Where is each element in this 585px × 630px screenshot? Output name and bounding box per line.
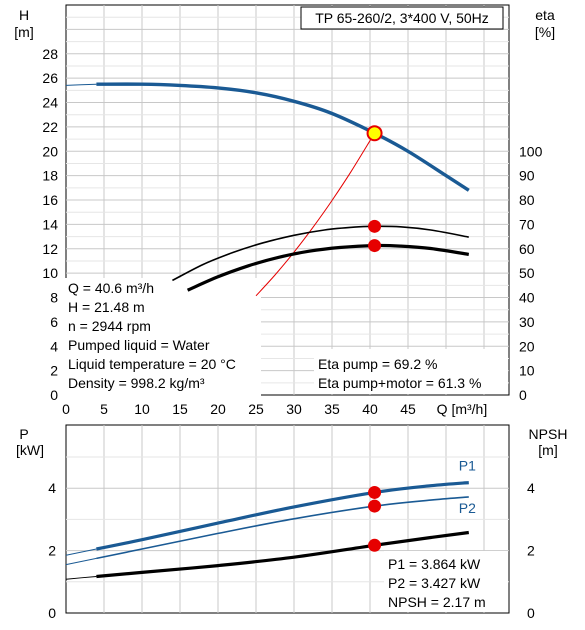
- bottom-y-tick-label: 4: [48, 480, 56, 496]
- head-curve: [96, 82, 470, 192]
- top-x-tick-label: 0: [62, 401, 70, 417]
- top-y-tick-label: 0: [50, 387, 58, 403]
- top-y-tick-label: 18: [42, 168, 58, 184]
- info-text-line: Pumped liquid = Water: [68, 337, 210, 353]
- top-y-tick-label: 12: [42, 241, 58, 257]
- eta-pump-curve: [172, 225, 469, 282]
- title-box: [300, 6, 504, 30]
- p2-curve: [96, 496, 469, 560]
- power-info-line: NPSH = 2.17 m: [388, 594, 486, 610]
- top-y-tick-label: 16: [42, 192, 58, 208]
- top-y-axis-label-symbol: H: [19, 7, 29, 23]
- top-y-tick-label: 2: [50, 363, 58, 379]
- top-y2-tick-label: 60: [519, 241, 535, 257]
- p1-series-label: P1: [459, 458, 476, 474]
- top-x-tick-label: 15: [172, 401, 188, 417]
- p2-curve-extension: [65, 557, 97, 566]
- info-text-line: Density = 998.2 kg/m³: [68, 375, 205, 391]
- top-y2-axis-label-symbol: eta: [535, 7, 555, 23]
- operating-point-eta-pump-motor: [368, 239, 382, 253]
- npsh-curve: [96, 530, 470, 579]
- top-y2-tick-label: 50: [519, 265, 535, 281]
- bottom-y-tick-label: 2: [48, 543, 56, 559]
- top-y-tick-label: 4: [50, 338, 58, 354]
- system-curve: [255, 132, 376, 297]
- top-y-tick-label: 8: [50, 290, 58, 306]
- p1-curve: [96, 481, 469, 551]
- top-y2-tick-label: 100: [519, 143, 543, 159]
- top-y2-tick-label: 40: [519, 290, 535, 306]
- eta-pump-motor-curve: [186, 243, 470, 292]
- power-info-line: P2 = 3.427 kW: [388, 575, 481, 591]
- bottom-y2-axis-label-unit: [m]: [538, 442, 557, 458]
- top-x-tick-label: 5: [100, 401, 108, 417]
- top-y-axis-label-unit: [m]: [14, 24, 33, 40]
- info-box-background: [61, 278, 261, 396]
- top-y2-tick-label: 80: [519, 192, 535, 208]
- top-y2-tick-label: 0: [519, 387, 527, 403]
- top-y2-tick-label: 20: [519, 338, 535, 354]
- p1-curve-extension: [65, 548, 97, 556]
- eta-info-line: Eta pump = 69.2 %: [318, 356, 437, 372]
- p2-series-label: P2: [459, 500, 476, 516]
- info-text-line: Q = 40.6 m³/h: [68, 280, 154, 296]
- top-y-tick-label: 10: [42, 265, 58, 281]
- eta-info-line: Eta pump+motor = 61.3 %: [318, 375, 481, 391]
- operating-point-P1: [368, 485, 382, 499]
- top-x-tick-label: 10: [134, 401, 150, 417]
- bottom-y2-tick-label: 4: [527, 480, 535, 496]
- top-x-tick-label: 20: [210, 401, 226, 417]
- top-x-axis-label: Q [m³/h]: [437, 401, 488, 417]
- top-y2-tick-label: 30: [519, 314, 535, 330]
- chart-title: TP 65-260/2, 3*400 V, 50Hz: [315, 10, 489, 26]
- top-x-tick-label: 40: [362, 401, 378, 417]
- top-x-tick-label: 25: [248, 401, 264, 417]
- top-y-tick-label: 26: [42, 70, 58, 86]
- top-y-tick-label: 14: [42, 216, 58, 232]
- top-y2-tick-label: 10: [519, 363, 535, 379]
- top-y-tick-label: 20: [42, 143, 58, 159]
- info-text-line: H = 21.48 m: [68, 299, 145, 315]
- head-curve-extension: [65, 83, 97, 86]
- bottom-y2-tick-label: 2: [527, 543, 535, 559]
- bottom-y-tick-label: 0: [48, 605, 56, 621]
- top-y-tick-label: 6: [50, 314, 58, 330]
- top-y-tick-label: 22: [42, 119, 58, 135]
- eta-info-background: [314, 349, 508, 394]
- operating-point-NPSH: [368, 538, 382, 552]
- bottom-y-axis-label-symbol: P: [19, 426, 28, 442]
- bottom-y2-axis-label-symbol: NPSH: [529, 426, 568, 442]
- info-text-line: Liquid temperature = 20 °C: [68, 356, 236, 372]
- bottom-y-axis-label-unit: [kW]: [16, 442, 44, 458]
- top-x-tick-label: 30: [286, 401, 302, 417]
- top-y2-axis-label-unit: [%]: [535, 24, 555, 40]
- top-y2-tick-label: 90: [519, 168, 535, 184]
- operating-point-P2: [368, 499, 382, 513]
- info-text-line: n = 2944 rpm: [68, 318, 151, 334]
- power-info-background: [384, 551, 508, 612]
- bottom-y2-tick-label: 0: [527, 605, 535, 621]
- operating-point-eta-pump: [368, 219, 382, 233]
- npsh-curve-extension: [65, 576, 97, 580]
- top-y-tick-label: 24: [42, 95, 58, 111]
- top-y2-tick-label: 70: [519, 216, 535, 232]
- top-y-tick-label: 28: [42, 46, 58, 62]
- power-info-line: P1 = 3.864 kW: [388, 556, 481, 572]
- operating-point-head: [366, 125, 383, 142]
- top-x-tick-label: 45: [400, 401, 416, 417]
- top-x-tick-label: 35: [324, 401, 340, 417]
